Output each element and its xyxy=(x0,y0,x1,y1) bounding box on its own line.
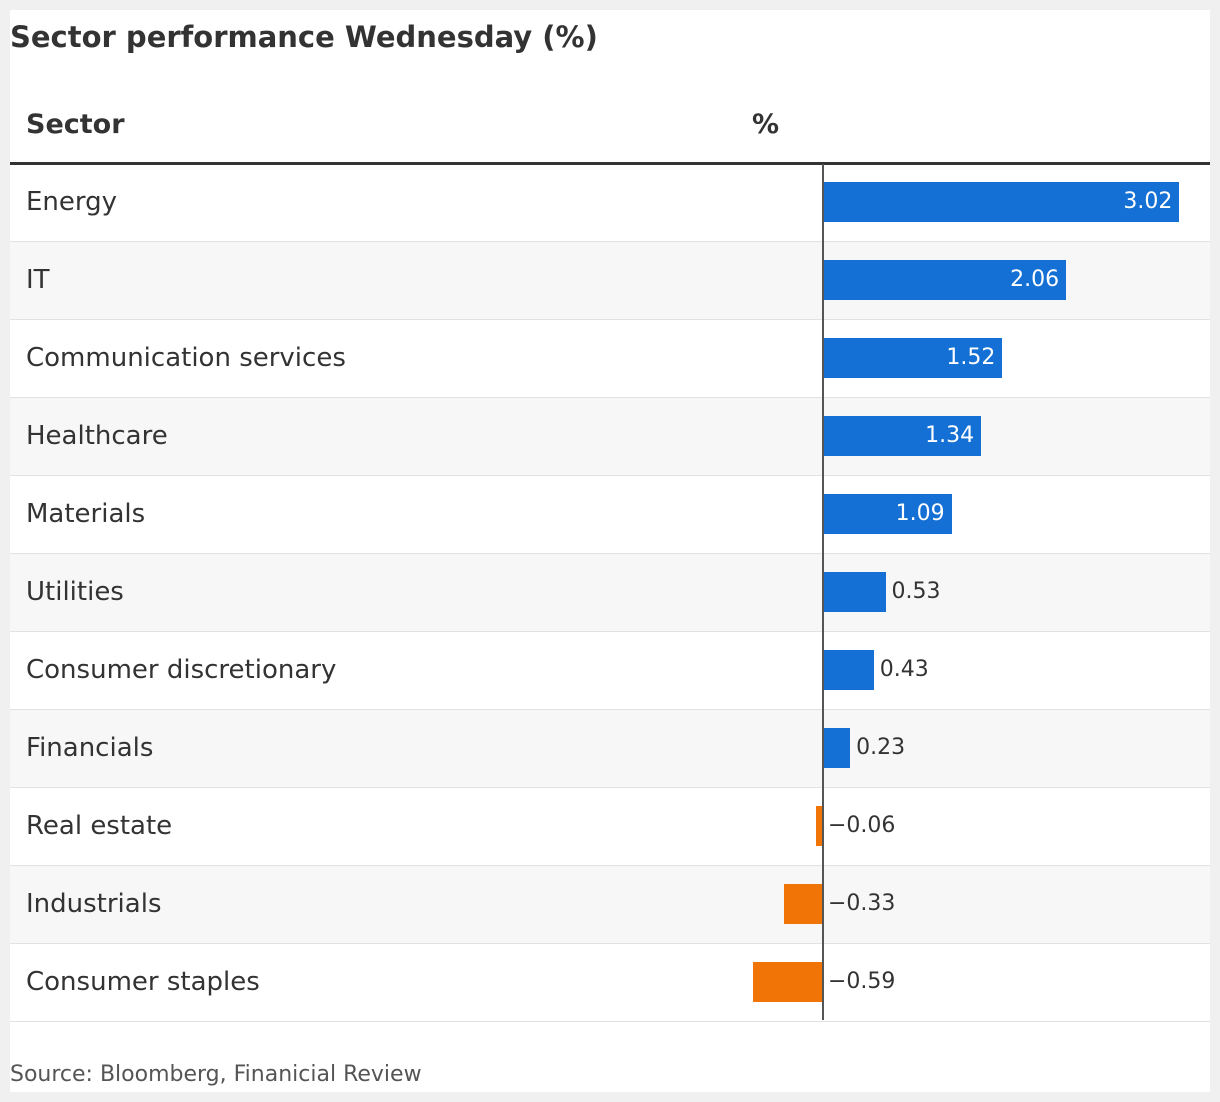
bar xyxy=(753,962,823,1002)
value-label: 0.23 xyxy=(856,735,906,760)
sector-label: Materials xyxy=(26,499,146,529)
bar xyxy=(823,728,851,768)
bar xyxy=(815,806,823,846)
sector-column-header: Sector xyxy=(26,109,125,140)
value-label: −0.06 xyxy=(828,813,896,838)
sector-label: IT xyxy=(26,265,50,295)
sector-label: Communication services xyxy=(26,343,346,373)
sector-label: Utilities xyxy=(26,577,124,607)
table-row: Utilities 0.53 xyxy=(10,554,1210,632)
value-label: 0.43 xyxy=(879,657,929,682)
bar xyxy=(823,182,1180,222)
sector-rows: Energy 3.02 IT 2.06 Communication services 1.… xyxy=(10,164,1210,1022)
bar xyxy=(823,650,874,690)
chart-card: Sector performance Wednesday (%) Sector … xyxy=(10,10,1210,1092)
sector-label: Energy xyxy=(26,187,118,217)
bar xyxy=(823,494,952,534)
table-row: IT 2.06 xyxy=(10,242,1210,320)
sector-label: Industrials xyxy=(26,889,162,919)
table-row: Materials 1.09 xyxy=(10,476,1210,554)
value-label: −0.33 xyxy=(828,891,896,916)
table-row: Energy 3.02 xyxy=(10,164,1210,242)
sector-label: Consumer staples xyxy=(26,967,260,997)
bar xyxy=(823,338,1003,378)
table-row: Real estate −0.06 xyxy=(10,788,1210,866)
table-row: Healthcare 1.34 xyxy=(10,398,1210,476)
value-label: −0.59 xyxy=(828,969,896,994)
chart-title: Sector performance Wednesday (%) xyxy=(10,20,598,54)
table-row: Financials 0.23 xyxy=(10,710,1210,788)
bar xyxy=(823,260,1067,300)
zero-axis-line xyxy=(822,164,824,1020)
table-row: Consumer discretionary 0.43 xyxy=(10,632,1210,710)
table-header: Sector % xyxy=(10,105,1210,165)
percent-column-header: % xyxy=(752,109,780,140)
sector-label: Consumer discretionary xyxy=(26,655,337,685)
sector-label: Healthcare xyxy=(26,421,168,451)
bar xyxy=(823,572,886,612)
table-row: Communication services 1.52 xyxy=(10,320,1210,398)
table-row: Industrials −0.33 xyxy=(10,866,1210,944)
source-note: Source: Bloomberg, Finanicial Review xyxy=(10,1062,422,1087)
table-row: Consumer staples −0.59 xyxy=(10,944,1210,1022)
value-label: 3.02 xyxy=(1123,189,1173,214)
value-label: 1.52 xyxy=(946,345,996,370)
value-label: 2.06 xyxy=(1010,267,1060,292)
bar xyxy=(784,884,823,924)
bar xyxy=(823,416,982,456)
value-label: 1.34 xyxy=(925,423,975,448)
value-label: 0.53 xyxy=(891,579,941,604)
sector-label: Financials xyxy=(26,733,154,763)
value-label: 1.09 xyxy=(895,501,945,526)
sector-label: Real estate xyxy=(26,811,173,841)
